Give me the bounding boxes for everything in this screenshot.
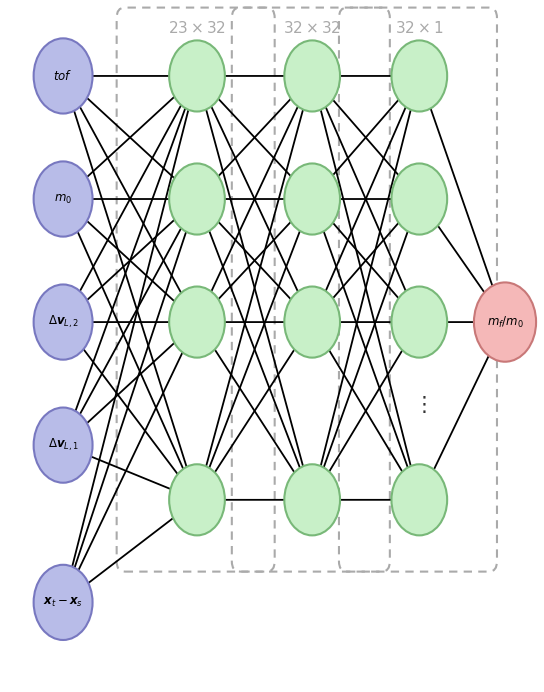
Circle shape <box>34 565 92 640</box>
Circle shape <box>285 163 340 235</box>
Text: $32\times1$: $32\times1$ <box>395 20 443 36</box>
Text: $\vdots$: $\vdots$ <box>412 394 426 415</box>
Circle shape <box>34 408 92 483</box>
Text: $\Delta\boldsymbol{v}_{L,1}$: $\Delta\boldsymbol{v}_{L,1}$ <box>47 437 79 453</box>
Circle shape <box>169 40 225 111</box>
Text: $tof$: $tof$ <box>53 69 73 83</box>
Circle shape <box>34 161 92 237</box>
Circle shape <box>285 464 340 536</box>
Circle shape <box>392 286 447 358</box>
Circle shape <box>169 163 225 235</box>
Text: $32\times32$: $32\times32$ <box>283 20 341 36</box>
Text: $\boldsymbol{x}_t - \boldsymbol{x}_s$: $\boldsymbol{x}_t - \boldsymbol{x}_s$ <box>43 596 83 609</box>
Circle shape <box>392 163 447 235</box>
Circle shape <box>169 286 225 358</box>
Text: $m_0$: $m_0$ <box>54 192 72 206</box>
Circle shape <box>285 286 340 358</box>
Text: $\Delta\boldsymbol{v}_{L,2}$: $\Delta\boldsymbol{v}_{L,2}$ <box>47 314 79 330</box>
Text: $m_f/m_0$: $m_f/m_0$ <box>487 315 523 329</box>
Circle shape <box>392 40 447 111</box>
Circle shape <box>285 40 340 111</box>
Text: $23\times32$: $23\times32$ <box>168 20 226 36</box>
Circle shape <box>392 464 447 536</box>
Circle shape <box>34 38 92 113</box>
Circle shape <box>169 464 225 536</box>
Circle shape <box>34 284 92 360</box>
Circle shape <box>474 282 536 362</box>
